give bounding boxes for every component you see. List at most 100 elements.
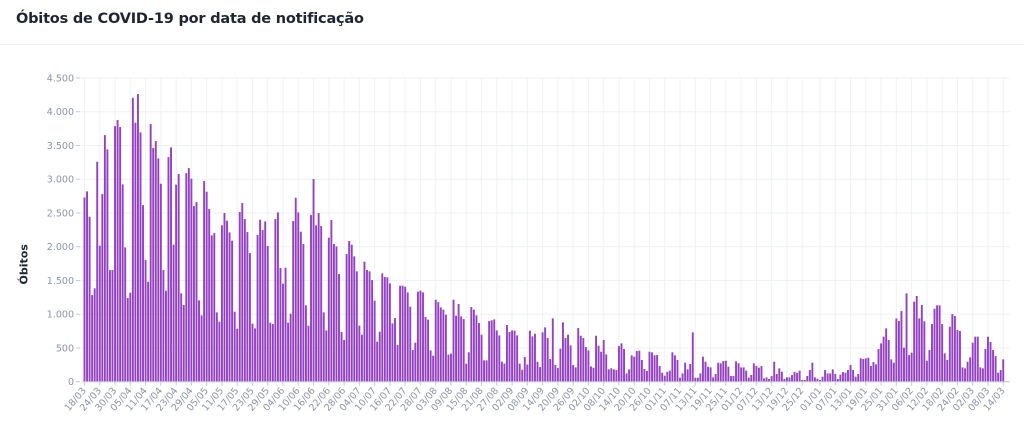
bar bbox=[813, 377, 816, 382]
bar bbox=[938, 305, 941, 382]
bar bbox=[261, 230, 264, 382]
bar bbox=[732, 376, 735, 382]
bar bbox=[86, 191, 88, 382]
bar bbox=[360, 334, 363, 382]
bar bbox=[959, 331, 961, 382]
bar bbox=[450, 353, 452, 382]
bar bbox=[979, 367, 982, 382]
bar bbox=[913, 301, 916, 382]
bar bbox=[111, 270, 114, 382]
bar bbox=[447, 354, 450, 382]
bar bbox=[765, 377, 768, 382]
bar bbox=[483, 360, 486, 382]
bar bbox=[778, 368, 781, 382]
bar bbox=[307, 325, 310, 382]
bar bbox=[371, 280, 374, 382]
bar bbox=[829, 373, 832, 382]
bar bbox=[325, 330, 328, 382]
bar bbox=[841, 372, 844, 382]
bar bbox=[590, 366, 592, 382]
bar bbox=[554, 365, 557, 382]
bar bbox=[994, 356, 997, 382]
bar bbox=[714, 374, 717, 382]
bar bbox=[816, 378, 819, 382]
y-tick-label: 4.500 bbox=[47, 74, 74, 85]
bar bbox=[91, 295, 94, 382]
bar bbox=[897, 321, 900, 382]
bar bbox=[134, 122, 137, 382]
bar bbox=[470, 307, 473, 382]
bar bbox=[798, 370, 801, 382]
bar bbox=[918, 318, 921, 382]
bar bbox=[844, 372, 847, 382]
bar bbox=[966, 361, 969, 382]
bar bbox=[162, 270, 165, 382]
bar bbox=[411, 350, 414, 382]
bar bbox=[442, 309, 445, 382]
bar bbox=[503, 363, 506, 382]
bar bbox=[493, 319, 496, 382]
bar bbox=[572, 365, 575, 382]
bar bbox=[414, 342, 417, 382]
bar bbox=[129, 292, 132, 382]
bar bbox=[246, 232, 249, 382]
bar bbox=[567, 334, 569, 382]
bar bbox=[956, 330, 959, 382]
bar bbox=[864, 358, 867, 382]
bar bbox=[368, 271, 371, 382]
bar bbox=[198, 300, 200, 382]
bar bbox=[126, 298, 129, 382]
bar bbox=[796, 372, 799, 382]
bar bbox=[729, 376, 732, 382]
bar bbox=[399, 285, 402, 382]
bar bbox=[312, 179, 315, 382]
bar bbox=[892, 362, 895, 382]
y-tick-label: 0 bbox=[68, 377, 74, 388]
bar bbox=[539, 367, 542, 382]
bar bbox=[498, 335, 501, 382]
bar bbox=[605, 354, 608, 382]
bar bbox=[727, 366, 730, 382]
bar bbox=[355, 271, 358, 382]
bar bbox=[931, 324, 933, 382]
bar bbox=[666, 371, 669, 382]
y-tick-label: 3.500 bbox=[47, 141, 74, 152]
bar bbox=[144, 260, 147, 382]
bar bbox=[643, 369, 646, 382]
bar bbox=[541, 332, 544, 382]
bar bbox=[974, 336, 977, 382]
bar bbox=[154, 141, 157, 382]
bar bbox=[928, 350, 931, 382]
bar bbox=[243, 219, 246, 382]
bar bbox=[788, 377, 791, 382]
bar bbox=[292, 221, 295, 382]
bar bbox=[330, 220, 333, 382]
bar bbox=[595, 335, 597, 382]
bar bbox=[383, 277, 386, 382]
bar bbox=[299, 231, 302, 382]
bar bbox=[231, 240, 234, 382]
bar bbox=[427, 319, 430, 382]
bar bbox=[925, 360, 928, 382]
bar bbox=[500, 361, 503, 382]
bar bbox=[704, 361, 707, 382]
bar bbox=[526, 364, 529, 382]
bar bbox=[304, 305, 307, 382]
bar bbox=[763, 378, 765, 382]
y-tick-label: 3.000 bbox=[47, 175, 74, 186]
bar bbox=[1002, 359, 1005, 382]
bar bbox=[653, 355, 656, 382]
bar bbox=[236, 328, 239, 382]
bar bbox=[210, 235, 213, 382]
bar bbox=[419, 290, 422, 382]
y-tick-label: 2.000 bbox=[47, 242, 74, 253]
bar bbox=[223, 213, 226, 382]
bar bbox=[971, 342, 974, 382]
bar bbox=[345, 254, 348, 382]
bar bbox=[658, 366, 661, 382]
bar bbox=[429, 350, 432, 382]
bar bbox=[920, 305, 923, 382]
bar bbox=[615, 370, 618, 382]
bar bbox=[722, 361, 725, 382]
